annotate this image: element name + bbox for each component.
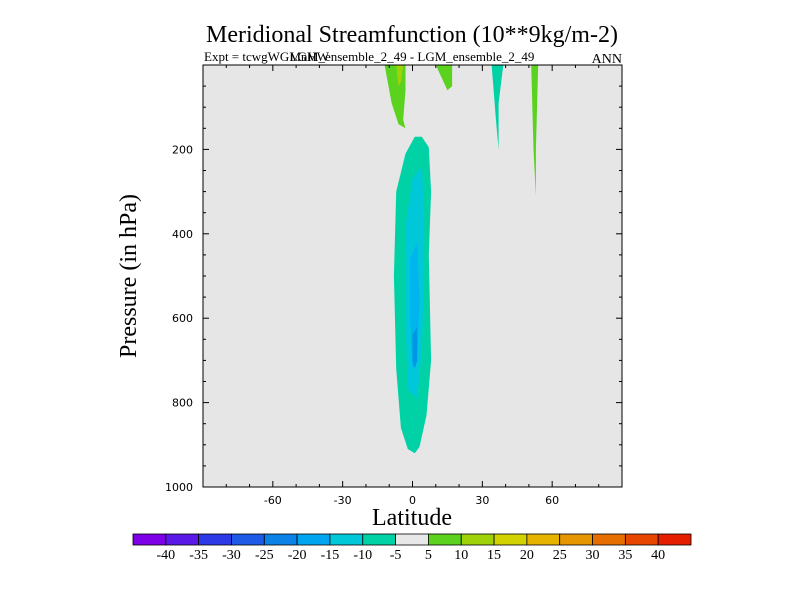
colorbar-box [198,533,232,546]
colorbar-label: 20 [520,548,534,563]
colorbar-label: 30 [586,548,600,563]
y-tick-label: 600 [172,312,193,325]
colorbar-label: -15 [321,548,340,563]
x-tick-label: 30 [475,494,489,507]
colorbar-label: 10 [454,548,468,563]
colorbar-box [493,533,528,546]
y-tick-label: 400 [172,228,193,241]
colorbar-label: 25 [553,548,567,563]
x-tick-label: -60 [264,494,282,507]
colorbar-box [592,533,626,546]
colorbar-box [165,533,200,546]
colorbar-box [460,533,495,546]
axis-ticks [202,64,623,488]
colorbar-box [296,533,331,546]
colorbar-box [263,533,298,546]
contour-region-negative-cell-core [412,326,418,369]
colorbar-box [657,533,692,546]
colorbar-box [395,533,429,546]
y-tick-labels: 200 400 600 800 1000 [165,143,193,494]
contour-region-positive-upper-mid [435,65,453,91]
colorbar-label: -30 [222,548,241,563]
colorbar-label: 35 [618,548,632,563]
colorbar-box [559,533,593,546]
colorbar [132,533,692,546]
x-tick-labels: -60 -30 0 30 60 [264,494,559,507]
colorbar-label: -20 [288,548,307,563]
chart-title: Meridional Streamfunction (10**9kg/m-2) [206,22,618,48]
colorbar-label: -40 [156,548,175,563]
contour-region-positive-upper-left-core [396,65,404,87]
x-tick-label: -30 [334,494,352,507]
colorbar-box [428,533,462,546]
colorbar-box [132,533,167,546]
contour-regions [384,65,539,454]
colorbar-labels: -40 -35 -30 -25 -20 -15 -10 -5 5 10 15 20 25 30 35 40 [156,548,665,563]
colorbar-label: -35 [189,548,208,563]
contour-region-positive-upper-right [531,65,539,196]
chart-subtitle-left: Expt = tcwgWGMnHW [204,49,330,64]
y-tick-label: 200 [172,143,193,156]
contour-region-negative-upper-right [491,65,504,150]
y-axis-label: Pressure (in hPa) [116,194,142,358]
colorbar-label: 40 [651,548,665,563]
colorbar-box [362,533,396,546]
colorbar-box [526,533,561,546]
colorbar-box [624,533,659,546]
x-tick-label: 60 [545,494,559,507]
colorbar-box [231,533,265,546]
y-tick-label: 800 [172,397,193,410]
x-axis-label: Latitude [372,505,452,531]
colorbar-label: -10 [353,548,372,563]
x-tick-label: 0 [409,494,416,507]
colorbar-label: -5 [390,548,402,563]
chart-subtitle-center: LGM_ensemble_2_49 - LGM_ensemble_2_49 [290,49,535,64]
y-tick-label: 1000 [165,481,193,494]
colorbar-box [329,533,364,546]
colorbar-label: 5 [425,548,432,563]
colorbar-label: 15 [487,548,501,563]
chart-subtitle-right: ANN [592,52,622,67]
colorbar-label: -25 [255,548,274,563]
